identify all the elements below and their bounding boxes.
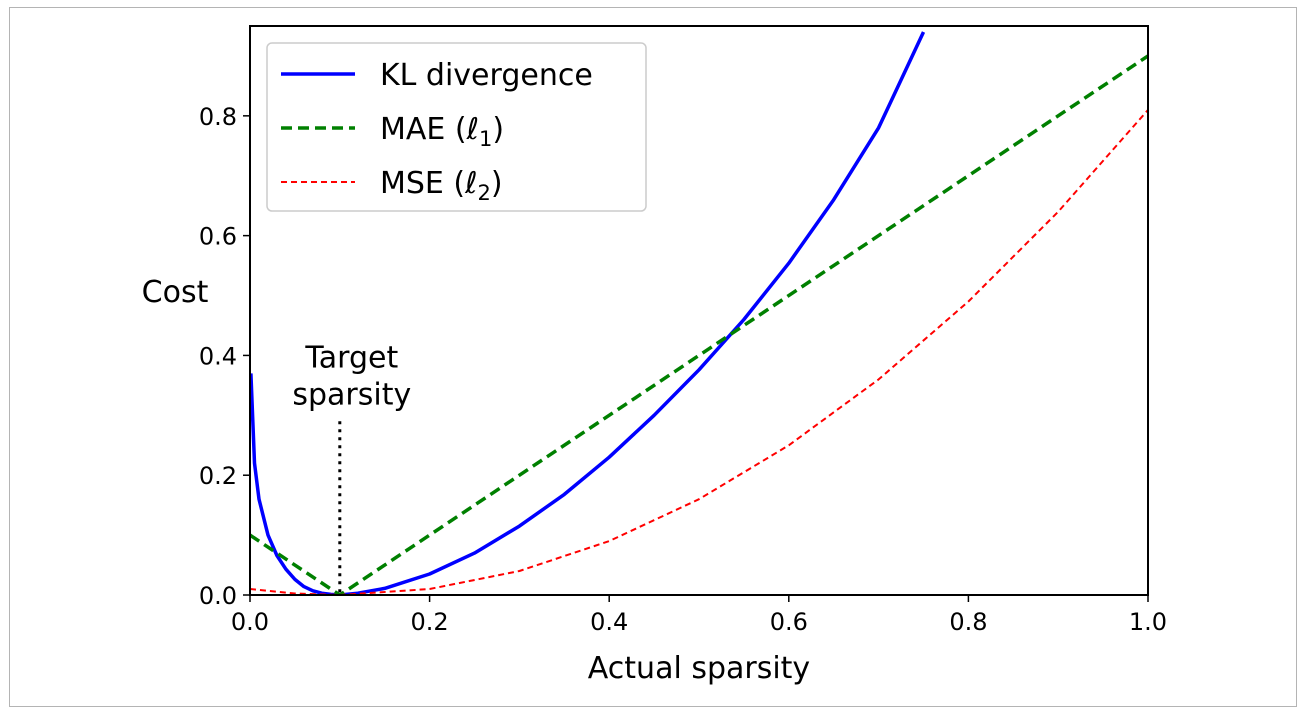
y-tick-label: 0.6 bbox=[199, 223, 237, 251]
annotation-line-1: Target bbox=[304, 340, 398, 375]
x-tick-label: 1.0 bbox=[1129, 608, 1167, 636]
y-tick-label: 0.4 bbox=[199, 342, 237, 370]
legend-label-mae: MAE (ℓ1) bbox=[380, 112, 504, 151]
legend: KL divergence MAE (ℓ1) MSE (ℓ2) bbox=[266, 42, 647, 212]
y-axis: 0.0 0.2 0.4 0.6 0.8 bbox=[199, 103, 250, 610]
legend-label-kl: KL divergence bbox=[380, 58, 593, 93]
x-axis-label: Actual sparsity bbox=[588, 651, 810, 686]
y-tick-label: 0.8 bbox=[199, 103, 237, 131]
annotation-line-2: sparsity bbox=[292, 377, 411, 412]
x-tick-label: 0.2 bbox=[411, 608, 449, 636]
x-tick-label: 0.6 bbox=[770, 608, 808, 636]
legend-box bbox=[266, 42, 647, 212]
y-tick-label: 0.0 bbox=[199, 582, 237, 610]
x-tick-label: 0.4 bbox=[590, 608, 628, 636]
legend-label-mse: MSE (ℓ2) bbox=[380, 166, 503, 205]
y-axis-label: Cost bbox=[142, 275, 209, 310]
figure-frame bbox=[9, 7, 1297, 707]
x-tick-label: 0.8 bbox=[949, 608, 987, 636]
x-tick-label: 0.0 bbox=[231, 608, 269, 636]
x-axis: 0.0 0.2 0.4 0.6 0.8 1.0 bbox=[231, 595, 1167, 636]
plot-area-border bbox=[249, 25, 1149, 596]
y-tick-label: 0.2 bbox=[199, 462, 237, 490]
series-line-1 bbox=[250, 54, 1148, 595]
series-line-0 bbox=[250, 31, 926, 595]
